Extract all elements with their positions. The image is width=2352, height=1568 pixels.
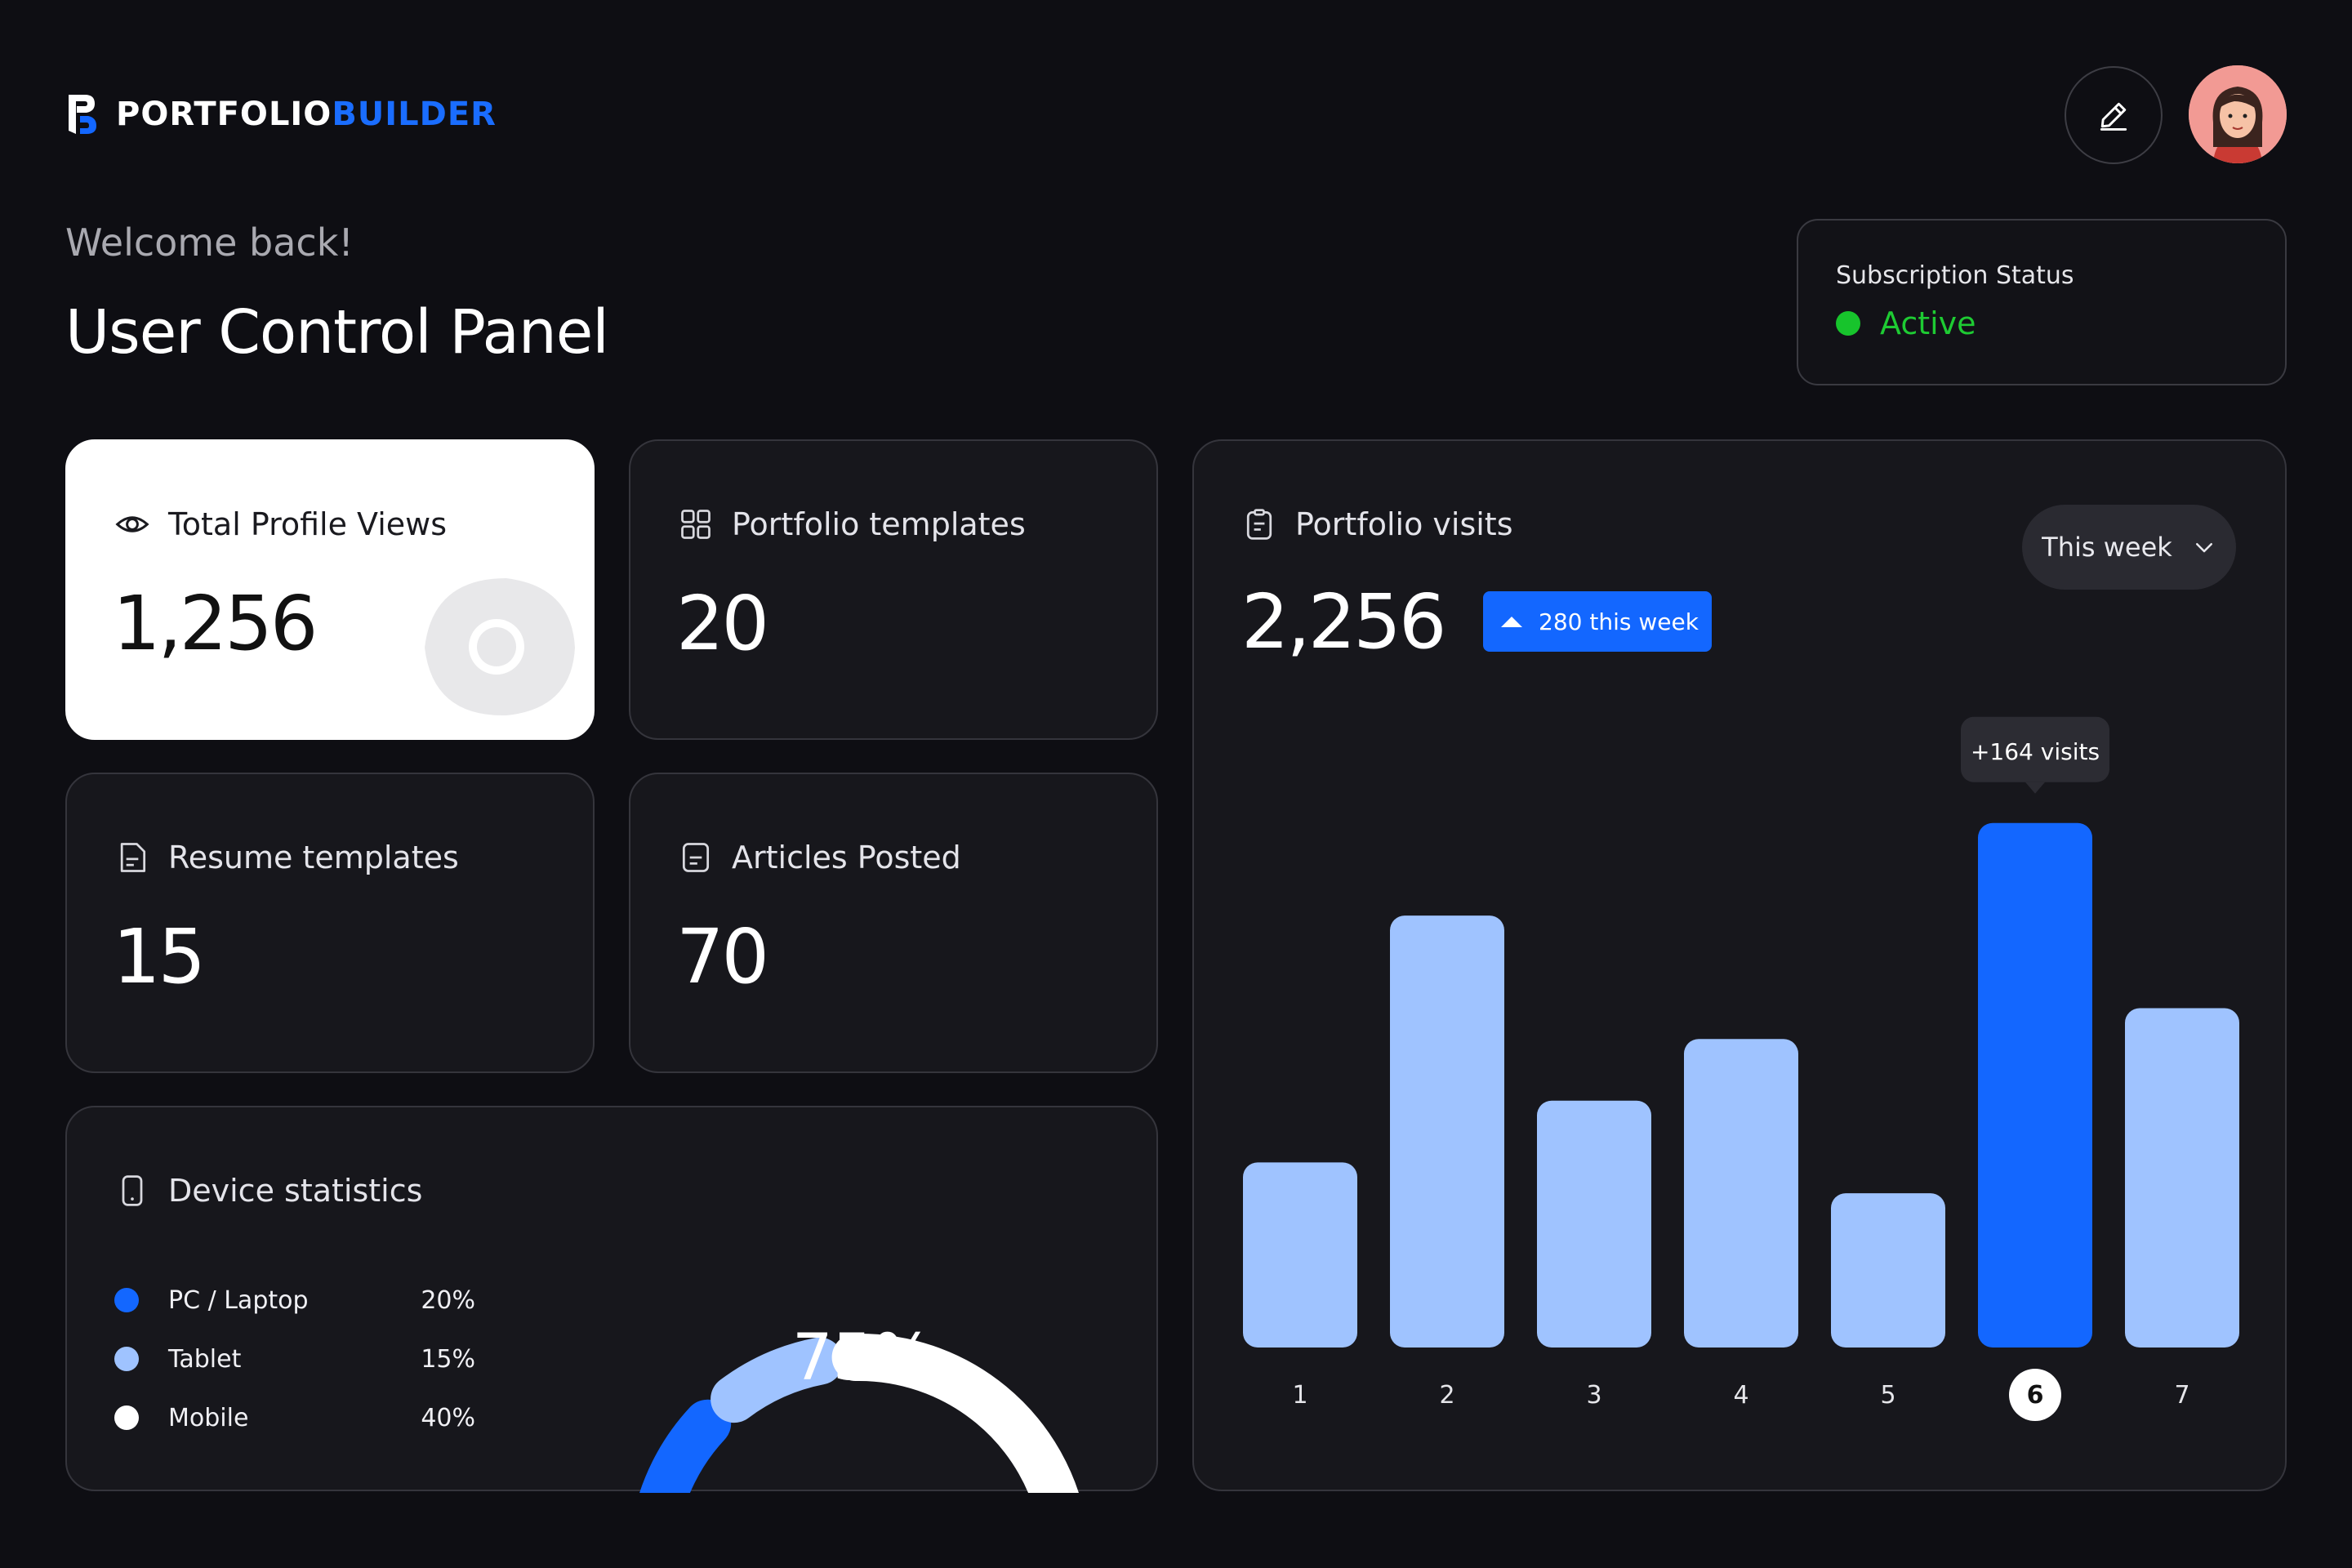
profile-views-value: 1,256	[113, 580, 318, 667]
chart-bar-4[interactable]	[1684, 1039, 1798, 1348]
bar-tooltip-text: +164 visits	[1971, 738, 2100, 765]
portfolio-visits-title: Portfolio visits	[1295, 506, 1513, 542]
chart-bar-7[interactable]	[2125, 1008, 2239, 1348]
page-title: User Control Panel	[65, 297, 609, 368]
legend-dot-icon	[114, 1288, 139, 1312]
chevron-down-icon	[2195, 543, 2212, 553]
subscription-status: Active	[1836, 305, 1976, 341]
portfolio-visits-card: 1 2 3 4 5 6 +164 visits 7 Portfolio visits 2,25…	[1192, 439, 2287, 1491]
articles-posted-value: 70	[676, 913, 769, 1000]
portfolio-templates-value: 20	[676, 580, 769, 667]
document-icon	[120, 843, 146, 872]
x-tick-label: 7	[2174, 1381, 2189, 1410]
status-dot-icon	[1836, 311, 1860, 336]
visits-growth-text: 280 this week	[1539, 608, 1699, 635]
avatar[interactable]	[2189, 65, 2287, 163]
articles-posted-label: Articles Posted	[732, 840, 961, 875]
eye-watermark-icon	[425, 578, 575, 716]
chart-bar-2[interactable]	[1390, 915, 1504, 1348]
article-icon	[682, 843, 710, 872]
legend-value: 15%	[421, 1344, 475, 1374]
legend-item-pc: PC / Laptop 20%	[114, 1271, 475, 1330]
device-statistics-card: Device statistics PC / Laptop 20% Tablet…	[65, 1106, 1158, 1493]
resume-templates-label: Resume templates	[168, 840, 459, 875]
legend-item-mobile: Mobile 40%	[114, 1388, 475, 1447]
x-tick-label: 3	[1586, 1381, 1601, 1410]
gauge-value: 75%	[792, 1321, 934, 1395]
profile-views-label: Total Profile Views	[168, 506, 448, 542]
tooltip-pointer	[2025, 782, 2045, 794]
chart-bar-6[interactable]	[1978, 822, 2092, 1348]
subscription-status-card: Subscription Status Active	[1797, 219, 2287, 385]
welcome-text: Welcome back!	[65, 220, 354, 265]
x-tick-label: 2	[1439, 1381, 1454, 1410]
portfolio-visits-header: Portfolio visits	[1241, 506, 1513, 542]
articles-posted-card[interactable]: Articles Posted 70	[629, 773, 1158, 1073]
logo-word-builder: BUILDER	[332, 96, 497, 133]
device-legend: PC / Laptop 20% Tablet 15% Mobile 40%	[114, 1271, 475, 1447]
portfolio-templates-label: Portfolio templates	[732, 506, 1026, 542]
range-select[interactable]: This week	[2022, 505, 2236, 590]
device-statistics-title: Device statistics	[168, 1173, 423, 1209]
resume-templates-value: 15	[113, 913, 206, 1000]
resume-templates-card[interactable]: Resume templates 15	[65, 773, 595, 1073]
grid-icon	[681, 510, 710, 539]
profile-views-card[interactable]: Total Profile Views 1,256	[65, 439, 595, 740]
arrow-up-icon	[1501, 616, 1522, 627]
legend-label: PC / Laptop	[168, 1285, 309, 1315]
edit-button[interactable]	[2065, 66, 2163, 164]
status-badge: Active	[1880, 305, 1976, 341]
legend-value: 40%	[421, 1403, 475, 1432]
bar-tooltip	[1961, 716, 2109, 782]
eye-icon	[115, 516, 149, 532]
clipboard-icon	[1246, 509, 1272, 540]
logo-word-portfolio: PORTFOLIO	[116, 96, 332, 133]
user-avatar-icon	[2189, 65, 2287, 163]
x-tick-label: 4	[1733, 1381, 1748, 1410]
phone-icon	[122, 1175, 143, 1206]
chart-bar-1[interactable]	[1243, 1162, 1357, 1348]
pencil-icon	[2100, 102, 2127, 131]
profile-views-header: Total Profile Views	[114, 506, 447, 542]
subscription-status-label: Subscription Status	[1836, 261, 2074, 290]
portfolio-templates-card[interactable]: Portfolio templates 20	[629, 439, 1158, 740]
visits-total: 2,256	[1241, 578, 1446, 666]
visits-growth-badge: 280 this week	[1483, 591, 1712, 652]
legend-label: Mobile	[168, 1403, 249, 1432]
x-tick-label: 6	[2027, 1381, 2044, 1410]
legend-dot-icon	[114, 1405, 139, 1430]
legend-value: 20%	[421, 1285, 475, 1315]
portfolio-templates-header: Portfolio templates	[678, 506, 1026, 542]
legend-item-tablet: Tablet 15%	[114, 1330, 475, 1388]
app-logo[interactable]: PORTFOLIO BUILDER	[65, 91, 497, 137]
range-select-value: This week	[2042, 532, 2172, 563]
chart-bar-3[interactable]	[1537, 1100, 1651, 1348]
gauge-segment-tablet	[710, 1337, 844, 1423]
articles-posted-header: Articles Posted	[678, 840, 961, 875]
device-statistics-header: Device statistics	[114, 1173, 422, 1209]
logo-mark-icon	[69, 95, 96, 134]
active-tick-highlight	[2009, 1369, 2061, 1421]
gauge-segment-mobile	[831, 1333, 1079, 1493]
device-gauge	[639, 1333, 1079, 1493]
chart-bar-5[interactable]	[1831, 1193, 1945, 1348]
x-tick-label: 5	[1880, 1381, 1895, 1410]
legend-dot-icon	[114, 1347, 139, 1371]
resume-templates-header: Resume templates	[114, 840, 459, 875]
x-tick-label: 1	[1292, 1381, 1307, 1410]
legend-label: Tablet	[168, 1344, 242, 1374]
visits-bar-chart: 1 2 3 4 5 6 +164 visits 7	[1243, 716, 2239, 1421]
gauge-segment-pc	[639, 1399, 732, 1493]
